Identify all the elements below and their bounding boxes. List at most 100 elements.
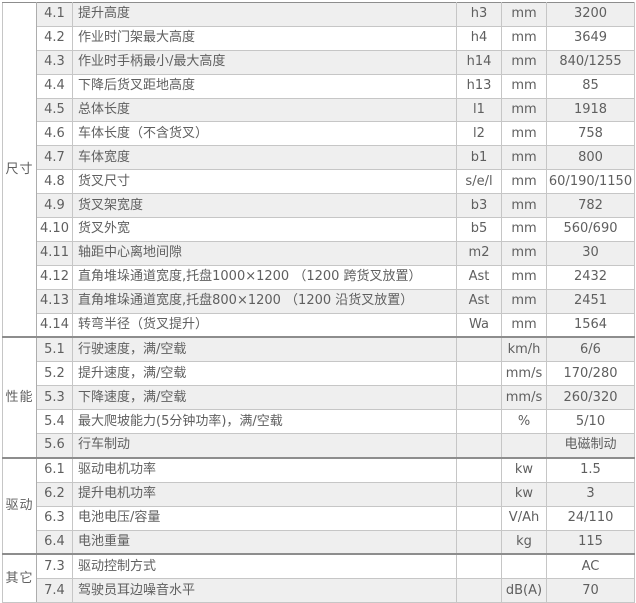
symbol-cell: l1 bbox=[456, 97, 502, 123]
table-row: 4.5 总体长度 l1 mm 1918 bbox=[3, 97, 635, 123]
unit-cell: mm bbox=[501, 2, 547, 27]
unit-cell: kg bbox=[501, 529, 547, 555]
spec-name-cell: 直角堆垛通道宽度,托盘800×1200 （1200 沿货叉放置） bbox=[72, 288, 457, 314]
table-row: 5.6 行车制动 电磁制动 bbox=[3, 433, 635, 459]
category-label: 尺寸 bbox=[2, 2, 37, 338]
row-number-cell: 4.13 bbox=[36, 288, 73, 314]
value-cell: 800 bbox=[546, 145, 635, 171]
value-cell: 24/110 bbox=[546, 505, 635, 531]
unit-cell: % bbox=[501, 409, 547, 435]
table-row: 4.13 直角堆垛通道宽度,托盘800×1200 （1200 沿货叉放置） Ast m… bbox=[3, 288, 635, 314]
unit-cell: mm bbox=[501, 312, 547, 338]
table-row: 4.14 转弯半径（货叉提升） Wa mm 1564 bbox=[3, 312, 635, 338]
spec-name-cell: 电池电压/容量 bbox=[72, 505, 457, 531]
spec-name-cell: 车体长度（不含货叉） bbox=[72, 121, 457, 147]
row-number-cell: 4.14 bbox=[36, 312, 73, 338]
unit-cell: mm bbox=[501, 145, 547, 171]
value-cell: 30 bbox=[546, 240, 635, 266]
symbol-cell: Ast bbox=[456, 264, 502, 290]
row-number-cell: 4.3 bbox=[36, 49, 73, 75]
symbol-cell: s/e/l bbox=[456, 169, 502, 195]
value-cell: 560/690 bbox=[546, 217, 635, 242]
unit-cell: mm bbox=[501, 73, 547, 99]
unit-cell: mm bbox=[501, 121, 547, 147]
spec-name-cell: 直角堆垛通道宽度,托盘1000×1200 （1200 跨货叉放置） bbox=[72, 264, 457, 290]
spec-name-cell: 作业时手柄最小/最大高度 bbox=[72, 49, 457, 75]
spec-name-cell: 下降速度，满/空载 bbox=[72, 385, 457, 411]
row-number-cell: 4.11 bbox=[36, 240, 73, 266]
unit-cell: kw bbox=[501, 456, 547, 483]
spec-name-cell: 电池重量 bbox=[72, 529, 457, 555]
symbol-cell bbox=[456, 361, 502, 387]
row-number-cell: 5.2 bbox=[36, 361, 73, 387]
row-number-cell: 7.3 bbox=[36, 553, 73, 580]
value-cell: 3649 bbox=[546, 25, 635, 51]
value-cell: 170/280 bbox=[546, 361, 635, 387]
row-number-cell: 4.5 bbox=[36, 97, 73, 123]
value-cell: 6/6 bbox=[546, 336, 635, 363]
unit-cell bbox=[501, 553, 547, 580]
table-row: 其它 7.3 驱动控制方式 AC bbox=[2, 553, 635, 603]
table-row: 7.4 驾驶员耳边噪音水平 dB(A) 70 bbox=[3, 578, 635, 603]
value-cell: 85 bbox=[546, 73, 635, 99]
unit-cell: km/h bbox=[501, 336, 547, 363]
unit-cell: mm bbox=[501, 193, 547, 219]
row-number-cell: 6.2 bbox=[36, 481, 73, 507]
table-row: 6.3 电池电压/容量 V/Ah 24/110 bbox=[3, 505, 635, 531]
value-cell: 70 bbox=[546, 578, 635, 603]
table-row: 5.2 提升速度，满/空载 mm/s 170/280 bbox=[3, 361, 635, 387]
row-number-cell: 5.6 bbox=[36, 433, 73, 459]
value-cell: 115 bbox=[546, 529, 635, 555]
value-cell: AC bbox=[546, 553, 635, 580]
unit-cell: mm/s bbox=[501, 361, 547, 387]
spec-name-cell: 提升电机功率 bbox=[72, 481, 457, 507]
category-label: 其它 bbox=[2, 553, 37, 603]
symbol-cell bbox=[456, 456, 502, 483]
value-cell: 1918 bbox=[546, 97, 635, 123]
value-cell: 260/320 bbox=[546, 385, 635, 411]
symbol-cell bbox=[456, 481, 502, 507]
row-number-cell: 4.4 bbox=[36, 73, 73, 99]
table-row: 4.2 作业时门架最大高度 h4 mm 3649 bbox=[3, 25, 635, 51]
row-number-cell: 5.3 bbox=[36, 385, 73, 411]
value-cell: 5/10 bbox=[546, 409, 635, 435]
table-row: 4.12 直角堆垛通道宽度,托盘1000×1200 （1200 跨货叉放置） Ast… bbox=[3, 264, 635, 290]
value-cell: 3 bbox=[546, 481, 635, 507]
row-number-cell: 4.2 bbox=[36, 25, 73, 51]
row-number-cell: 6.3 bbox=[36, 505, 73, 531]
symbol-cell: m2 bbox=[456, 240, 502, 266]
table-row: 4.3 作业时手柄最小/最大高度 h14 mm 840/1255 bbox=[3, 49, 635, 75]
spec-name-cell: 提升速度，满/空载 bbox=[72, 361, 457, 387]
unit-cell bbox=[501, 433, 547, 459]
value-cell: 1.5 bbox=[546, 456, 635, 483]
table-row: 尺寸 4.1 提升高度 h3 mm 3200 bbox=[2, 2, 635, 338]
row-number-cell: 7.4 bbox=[36, 578, 73, 603]
table-row: 4.7 车体宽度 b1 mm 800 bbox=[3, 145, 635, 171]
unit-cell: dB(A) bbox=[501, 578, 547, 603]
spec-name-cell: 最大爬坡能力(5分钟功率)，满/空载 bbox=[72, 409, 457, 435]
unit-cell: mm/s bbox=[501, 385, 547, 411]
row-number-cell: 4.1 bbox=[36, 2, 73, 27]
value-cell: 3200 bbox=[546, 2, 635, 27]
unit-cell: mm bbox=[501, 217, 547, 242]
row-number-cell: 4.7 bbox=[36, 145, 73, 171]
value-cell: 758 bbox=[546, 121, 635, 147]
table-row: 5.4 最大爬坡能力(5分钟功率)，满/空载% 5/10 bbox=[3, 409, 635, 435]
category-label: 驱动 bbox=[2, 456, 37, 555]
value-cell: 840/1255 bbox=[546, 49, 635, 75]
row-number-cell: 4.9 bbox=[36, 193, 73, 219]
table-row: 4.10 货叉外宽 b5 mm 560/690 bbox=[3, 217, 635, 242]
spec-name-cell: 驱动电机功率 bbox=[72, 456, 457, 483]
symbol-cell: Wa bbox=[456, 312, 502, 338]
spec-name-cell: 转弯半径（货叉提升） bbox=[72, 312, 457, 338]
spec-name-cell: 轴距中心离地间隙 bbox=[72, 240, 457, 266]
symbol-cell: b5 bbox=[456, 217, 502, 242]
unit-cell: kw bbox=[501, 481, 547, 507]
unit-cell: mm bbox=[501, 97, 547, 123]
table-row: 5.3 下降速度，满/空载 mm/s 260/320 bbox=[3, 385, 635, 411]
spec-name-cell: 驱动控制方式 bbox=[72, 553, 457, 580]
spec-name-cell: 货叉外宽 bbox=[72, 217, 457, 242]
